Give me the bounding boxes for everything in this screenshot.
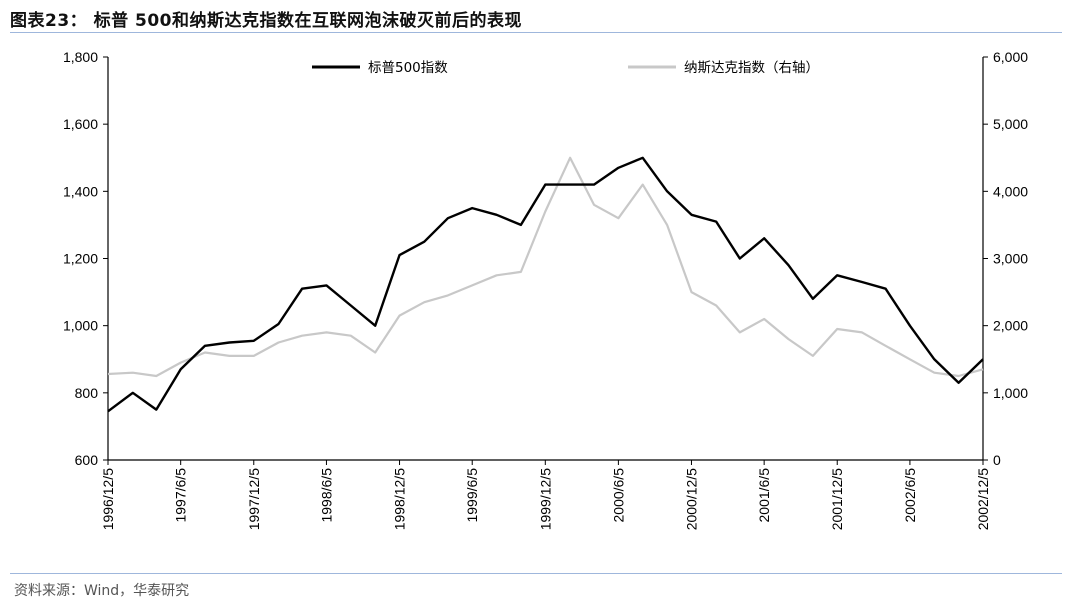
right-tick-label: 1,000: [993, 385, 1028, 401]
x-tick-label: 2002/12/5: [975, 468, 991, 530]
x-tick-label: 1999/12/5: [537, 468, 553, 530]
right-tick-label: 4,000: [993, 183, 1028, 199]
x-tick-label: 2001/6/5: [756, 468, 772, 523]
left-tick-label: 1,200: [63, 251, 98, 267]
x-tick-label: 1998/12/5: [392, 468, 408, 530]
x-tick-label: 1997/12/5: [246, 468, 262, 530]
figure-title: 图表23： 标普 500和纳斯达克指数在互联网泡沫破灭前后的表现: [10, 11, 522, 31]
series-line-sp500: [107, 156, 984, 413]
right-tick-label: 2,000: [993, 318, 1028, 334]
left-tick-label: 1,400: [63, 183, 98, 199]
x-tick-label: 1996/12/5: [100, 468, 116, 530]
source-note: 资料来源：Wind，华泰研究: [14, 583, 190, 599]
left-tick-label: 800: [75, 385, 99, 401]
right-tick-label: 5,000: [993, 116, 1028, 132]
x-tick-label: 2001/12/5: [829, 468, 845, 530]
chart-legend: 标普500指数 纳斯达克指数（右轴）: [312, 60, 819, 76]
x-tick-label: 2002/6/5: [902, 468, 918, 523]
series-line-nasdaq: [107, 156, 984, 378]
x-tick-label: 2000/6/5: [610, 468, 626, 523]
series-layer: [107, 156, 984, 413]
right-tick-label: 3,000: [993, 251, 1028, 267]
bottom-divider: [10, 573, 1062, 574]
left-tick-label: 1,800: [63, 49, 98, 65]
left-tick-label: 1,600: [63, 116, 98, 132]
left-tick-label: 600: [75, 452, 99, 468]
x-tick-label: 1997/6/5: [173, 468, 189, 523]
chart-axes: 600 800 1,000 1,200 1,400 1,600 1,800 0 1,000 2,0…: [63, 49, 1028, 530]
right-tick-label: 0: [993, 452, 1001, 468]
x-tick-label: 1998/6/5: [318, 468, 334, 523]
left-tick-label: 1,000: [63, 318, 98, 334]
top-divider: [10, 32, 1062, 33]
right-tick-label: 6,000: [993, 49, 1028, 65]
x-tick-label: 2000/12/5: [683, 468, 699, 530]
legend-label: 纳斯达克指数（右轴）: [684, 60, 819, 76]
x-tick-label: 1999/6/5: [464, 468, 480, 523]
legend-label: 标普500指数: [368, 60, 448, 76]
